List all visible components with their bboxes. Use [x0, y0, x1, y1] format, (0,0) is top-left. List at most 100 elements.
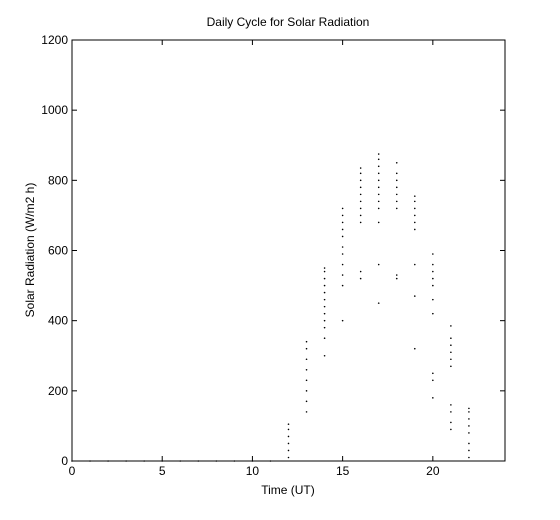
data-point [395, 161, 398, 164]
data-point [377, 200, 380, 203]
x-tick-label: 15 [336, 464, 350, 478]
data-point [359, 200, 362, 203]
data-point [359, 270, 362, 273]
data-point [450, 421, 452, 424]
data-point [377, 179, 380, 182]
data-point [341, 207, 344, 210]
x-tick-label: 5 [159, 464, 166, 478]
data-point [377, 153, 380, 155]
x-tick-label: 20 [426, 464, 440, 478]
data-point [359, 186, 362, 189]
data-point [305, 400, 308, 403]
data-point [233, 460, 236, 462]
data-point [377, 172, 380, 175]
data-point [323, 326, 326, 329]
x-axis-label: Time (UT) [261, 483, 315, 497]
data-point [468, 456, 470, 459]
data-point [323, 354, 326, 357]
data-point [305, 379, 308, 382]
data-point [395, 172, 398, 175]
data-point [359, 214, 362, 217]
y-tick-label: 1000 [41, 103, 68, 117]
data-point [179, 460, 182, 462]
data-point [413, 221, 416, 224]
data-point [413, 207, 416, 210]
data-point [359, 277, 362, 280]
data-point [413, 228, 416, 231]
data-point [287, 428, 290, 431]
data-point [377, 263, 380, 266]
data-point [413, 214, 416, 217]
data-point [395, 179, 398, 182]
data-point [359, 193, 362, 196]
data-point [341, 284, 344, 287]
data-point [305, 390, 308, 392]
data-point [450, 358, 452, 361]
data-point [305, 347, 308, 350]
data-point [450, 344, 452, 347]
y-tick-label: 0 [61, 454, 68, 468]
data-point [323, 337, 326, 340]
data-point [359, 221, 362, 224]
data-point [269, 460, 272, 462]
data-point [450, 411, 452, 413]
data-point [377, 186, 380, 189]
data-point [323, 291, 326, 294]
data-point [161, 460, 164, 462]
data-point [341, 274, 344, 276]
data-point [125, 460, 127, 462]
data-point [341, 319, 344, 322]
data-point [323, 298, 326, 301]
data-point [359, 179, 362, 182]
data-point [432, 270, 434, 273]
data-point [341, 221, 344, 224]
data-point [377, 158, 380, 161]
data-point [323, 267, 326, 269]
data-point [450, 404, 452, 406]
data-point [432, 372, 434, 375]
data-point [305, 368, 308, 371]
data-point [413, 295, 416, 297]
data-point [395, 193, 398, 196]
data-point [323, 270, 326, 273]
data-point [341, 263, 344, 266]
data-point [377, 193, 380, 196]
data-point [468, 425, 470, 427]
data-point [143, 460, 145, 462]
data-point [287, 449, 290, 452]
x-tick-label: 0 [69, 464, 76, 478]
data-point [341, 228, 344, 231]
data-point [359, 172, 362, 175]
data-point [395, 277, 398, 280]
data-point [413, 195, 416, 197]
y-tick-label: 800 [48, 173, 68, 187]
x-tick-label: 10 [246, 464, 260, 478]
data-point [323, 277, 326, 280]
data-point [305, 411, 308, 413]
data-point [432, 277, 434, 280]
data-point [450, 365, 452, 368]
data-point [413, 263, 416, 266]
data-point [377, 207, 380, 210]
y-tick-label: 400 [48, 314, 68, 328]
data-point [468, 432, 470, 434]
data-point [413, 347, 416, 350]
data-point [377, 302, 380, 304]
data-point [287, 435, 290, 438]
data-point [395, 200, 398, 203]
data-point [450, 428, 452, 431]
data-point [377, 221, 380, 224]
y-tick-label: 600 [48, 244, 68, 258]
y-tick-label: 1200 [41, 33, 68, 47]
data-point [432, 298, 434, 301]
data-point [395, 207, 398, 210]
data-point [468, 449, 470, 452]
data-point [323, 319, 326, 322]
data-point [71, 460, 73, 462]
chart-title: Daily Cycle for Solar Radiation [207, 15, 370, 29]
data-point [287, 442, 290, 445]
data-point [305, 358, 308, 361]
data-point [305, 340, 308, 343]
